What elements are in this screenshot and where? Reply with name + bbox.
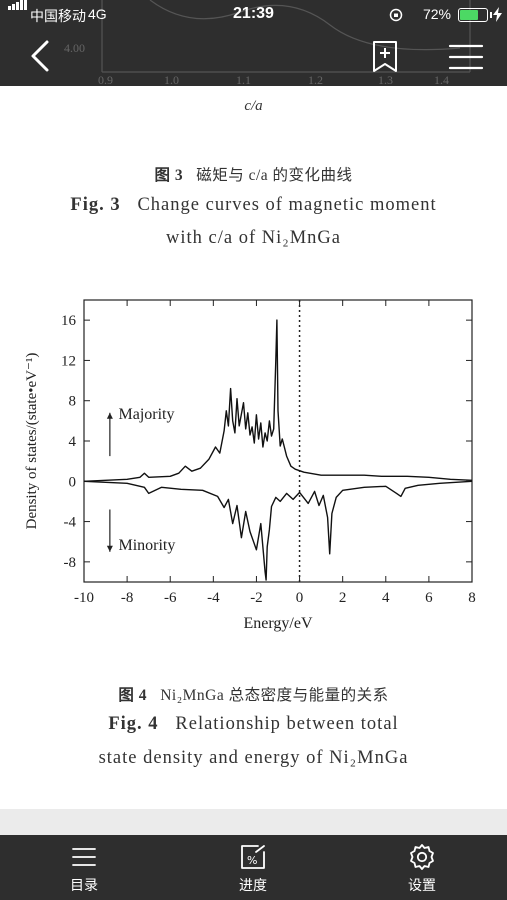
svg-text:%: % — [247, 854, 257, 867]
y-axis-label: Density of states/(state•eV⁻¹) — [24, 353, 40, 530]
dos-chart: -10 -8 -6 -4 -2 0 2 4 6 8 -8 -4 0 4 8 12 16 Majority Minor… — [24, 299, 476, 632]
tab-contents-label: 目录 — [70, 878, 98, 894]
x-tick-label: -6 — [164, 590, 177, 606]
document-page: c/a 图 3 磁矩与 c/a 的变化曲线 Fig. 3 Change curv… — [0, 86, 507, 809]
peek-tick-x: 1.1 — [236, 73, 251, 86]
majority-arrow-head — [106, 412, 113, 419]
minority-series-line — [83, 480, 473, 581]
peek-tick-x: 1.4 — [434, 73, 449, 86]
bookmark-add-icon — [373, 41, 397, 72]
tab-progress[interactable]: % 进度 — [193, 835, 313, 900]
majority-annotation: Majority — [118, 406, 174, 423]
figure4-caption-cn-num: 图 4 — [118, 687, 148, 704]
tab-progress-label: 进度 — [239, 878, 267, 894]
back-button[interactable] — [22, 36, 62, 76]
status-bar: 中国移动 4G 21:39 72% — [0, 0, 507, 30]
y-tick-label: 4 — [69, 434, 77, 450]
clock: 21:39 — [233, 5, 274, 22]
carrier-name: 中国移动 — [30, 8, 86, 24]
bottom-tab-bar: 目录 % 进度 设置 — [0, 835, 507, 900]
x-tick-label: -2 — [250, 590, 263, 606]
majority-series-line — [83, 319, 473, 482]
orientation-lock-icon — [389, 8, 403, 22]
y-tick-label: 0 — [69, 474, 77, 490]
add-bookmark-button[interactable] — [370, 40, 400, 74]
minority-arrow-head — [106, 545, 113, 552]
page-gap — [0, 809, 507, 835]
battery-percent: 72% — [422, 6, 451, 22]
tab-contents[interactable]: 目录 — [24, 835, 144, 900]
x-axis-label: Energy/eV — [243, 615, 312, 632]
peek-tick-x: 1.2 — [308, 73, 323, 86]
battery-icon — [458, 8, 488, 22]
x-tick-label: 2 — [339, 590, 347, 606]
x-tick-label: 8 — [468, 590, 476, 606]
figure3-axis-label: c/a — [244, 98, 263, 114]
figure3-caption-en-text1: Change curves of magnetic moment — [137, 195, 437, 215]
x-tick-label: 4 — [382, 590, 390, 606]
x-tick-label: -10 — [74, 590, 94, 606]
figure4-caption-en-num: Fig. 4 — [108, 714, 159, 734]
peek-tick-x: 0.9 — [98, 73, 113, 86]
network-type: 4G — [88, 6, 107, 22]
figure4-caption-en-text1: Relationship between total — [175, 714, 399, 734]
previous-figure-peek: 4.00 0.9 1.0 1.1 1.2 1.3 1.4 — [64, 0, 471, 86]
tab-settings-label: 设置 — [408, 878, 436, 894]
charging-bolt-icon — [493, 7, 502, 22]
peek-tick-x: 1.0 — [164, 73, 179, 86]
x-tick-label: -8 — [121, 590, 134, 606]
figure3-caption-cn-text: 磁矩与 c/a 的变化曲线 — [196, 167, 353, 184]
x-tick-label: 6 — [425, 590, 433, 606]
figure3-caption-en-line2: with c/a of Ni₂MnGa — [166, 228, 341, 248]
figure4-caption-cn: 图 4 Ni₂MnGa 总态密度与能量的关系 — [0, 683, 507, 705]
list-icon — [72, 848, 96, 866]
figure3-caption-en-num: Fig. 3 — [70, 195, 121, 215]
tab-settings[interactable]: 设置 — [362, 835, 482, 900]
menu-button[interactable] — [448, 42, 484, 72]
y-tick-label: -4 — [64, 515, 77, 531]
figure4-caption-cn-text: Ni₂MnGa 总态密度与能量的关系 — [160, 687, 389, 704]
y-tick-label: 8 — [69, 394, 77, 410]
y-tick-label: -8 — [64, 555, 77, 571]
x-tick-label: 0 — [296, 590, 304, 606]
y-tick-label: 16 — [61, 313, 77, 329]
y-tick-label: 12 — [61, 353, 76, 369]
gear-icon — [410, 844, 434, 870]
top-bar: 4.00 0.9 1.0 1.1 1.2 1.3 1.4 中国移动 4G 21:39 72… — [0, 0, 507, 86]
peek-tick-y: 4.00 — [64, 41, 85, 55]
chevron-left-icon — [31, 40, 49, 72]
x-tick-label: -4 — [207, 590, 220, 606]
peek-tick-x: 1.3 — [378, 73, 393, 86]
figure4-caption-en-line1: Fig. 4 Relationship between total — [0, 714, 507, 735]
figure3-caption-cn-num: 图 3 — [154, 167, 184, 184]
figure3-caption-en-line1: Fig. 3 Change curves of magnetic moment — [0, 195, 507, 216]
hamburger-menu-icon — [448, 44, 484, 70]
figure4-caption-en-line2: state density and energy of Ni₂MnGa — [98, 748, 409, 768]
figure3-caption-cn: 图 3 磁矩与 c/a 的变化曲线 — [0, 163, 507, 185]
minority-annotation: Minority — [118, 537, 175, 554]
progress-icon: % — [241, 845, 265, 869]
